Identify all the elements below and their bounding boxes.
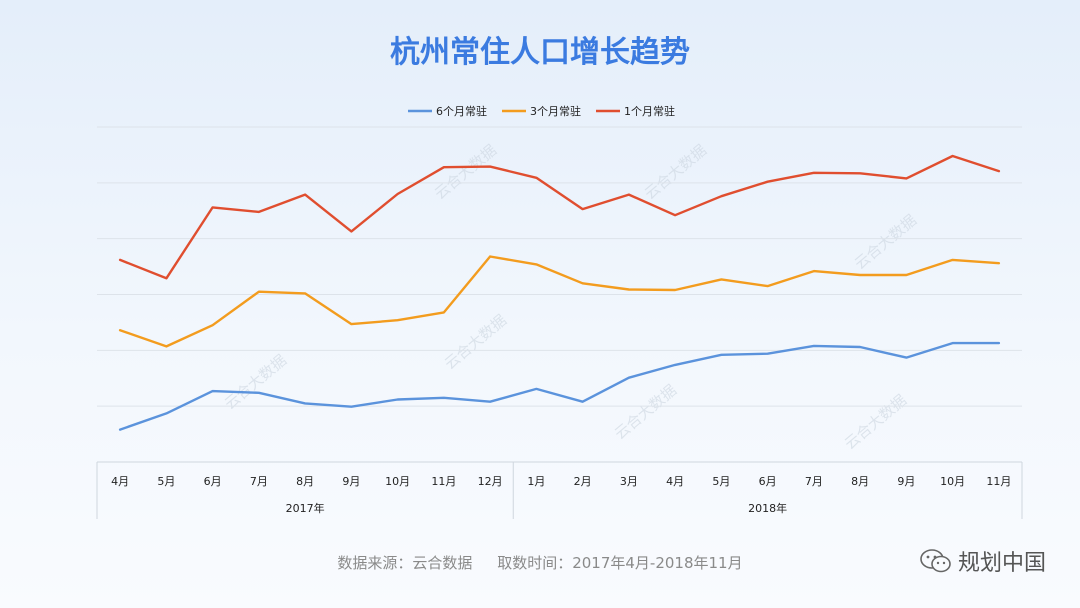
watermark-text: 云合大数据 xyxy=(641,141,710,203)
series-line xyxy=(118,154,1001,280)
x-axis: 4月 5月 6月 7月 8月 9月 10月 11月 12月 1月 2月 3月 4月 5月 6月 7月 8月 9月 1… xyxy=(96,462,1023,519)
series-lines xyxy=(118,154,1001,431)
grid-lines xyxy=(97,126,1022,463)
x-tick-label: 6月 xyxy=(759,475,777,488)
data-source: 数据来源：云合数据 xyxy=(337,554,473,572)
watermark-text: 云合大数据 xyxy=(841,391,910,453)
x-tick-label: 10月 xyxy=(940,475,965,488)
x-tick-label: 3月 xyxy=(620,475,638,488)
x-tick-label: 5月 xyxy=(712,475,730,488)
x-tick-label: 2月 xyxy=(574,475,592,488)
x-tick-label: 8月 xyxy=(851,475,869,488)
x-tick-label: 7月 xyxy=(805,475,823,488)
x-tick-label: 8月 xyxy=(296,475,314,488)
x-tick-label: 1月 xyxy=(527,475,545,488)
chart-title: 杭州常住人口增长趋势 xyxy=(390,35,690,70)
legend-label: 3个月常驻 xyxy=(530,104,581,118)
x-tick-label: 7月 xyxy=(250,475,268,488)
x-group-label: 2018年 xyxy=(748,501,787,515)
watermark-text: 云合大数据 xyxy=(851,211,920,273)
footer: 数据来源：云合数据 取数时间：2017年4月-2018年11月 xyxy=(0,552,1080,573)
x-tick-label: 6月 xyxy=(204,475,222,488)
data-period: 取数时间：2017年4月-2018年11月 xyxy=(497,554,743,572)
x-tick-label: 5月 xyxy=(157,475,175,488)
brand-name: 规划中国 xyxy=(957,551,1046,576)
legend-label: 1个月常驻 xyxy=(624,104,675,118)
wechat-icon xyxy=(920,549,951,573)
watermark-text: 云合大数据 xyxy=(431,141,500,203)
brand: 规划中国 xyxy=(920,545,1046,577)
x-tick-label: 11月 xyxy=(986,475,1011,488)
legend-label: 6个月常驻 xyxy=(436,104,487,118)
watermark-text: 云合大数据 xyxy=(441,311,510,373)
x-tick-label: 10月 xyxy=(385,475,410,488)
x-tick-label: 4月 xyxy=(666,475,684,488)
x-tick-label: 11月 xyxy=(431,475,456,488)
x-group-label: 2017年 xyxy=(286,501,325,515)
series-line xyxy=(118,341,1001,431)
x-tick-label: 9月 xyxy=(342,475,360,488)
series-line xyxy=(118,255,1001,348)
watermark-text: 云合大数据 xyxy=(221,351,290,413)
watermark-text: 云合大数据 xyxy=(611,381,680,443)
x-tick-label: 9月 xyxy=(897,475,915,488)
x-tick-label: 4月 xyxy=(111,475,129,488)
legend: 6个月常驻 3个月常驻 1个月常驻 xyxy=(408,104,675,118)
x-tick-label: 12月 xyxy=(478,475,503,488)
